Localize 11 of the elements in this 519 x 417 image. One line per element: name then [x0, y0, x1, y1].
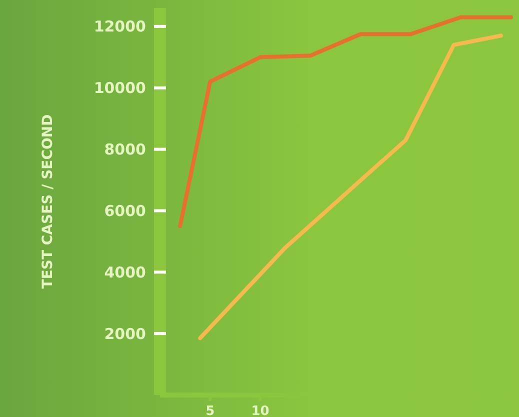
y-tick-label: 4000 — [104, 263, 146, 282]
y-axis-title: TEST CASES / SECOND — [40, 114, 56, 289]
x-tick-label: 5 — [206, 404, 215, 417]
line-series — [198, 34, 503, 340]
y-tick-label: 2000 — [104, 324, 146, 343]
y-tick-label: 10000 — [94, 79, 146, 98]
y-tick-label: 12000 — [94, 18, 146, 36]
x-tick-label: 10 — [251, 404, 270, 417]
line-series — [178, 15, 513, 228]
y-tick-label: 6000 — [104, 202, 146, 220]
y-tick-label: 8000 — [104, 140, 146, 159]
